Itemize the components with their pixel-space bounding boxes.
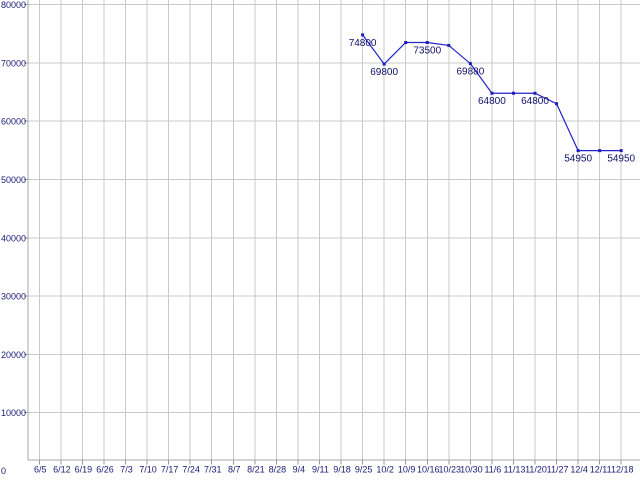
data-point-marker	[576, 149, 580, 153]
data-point-label: 69880	[456, 67, 484, 78]
y-tick-label: 20000	[1, 350, 26, 360]
y-tick-label: 10000	[1, 408, 26, 418]
data-point-label: 74800	[349, 38, 377, 49]
y-tick-label: 40000	[1, 233, 26, 243]
x-tick-label: 10/30	[460, 465, 483, 475]
data-point-marker	[555, 102, 559, 106]
data-point-marker	[619, 149, 623, 153]
x-tick-label: 9/4	[293, 465, 306, 475]
x-tick-label: 7/31	[204, 465, 222, 475]
x-tick-label: 8/7	[228, 465, 241, 475]
x-tick-label: 8/28	[269, 465, 287, 475]
data-point-label: 64800	[521, 96, 549, 107]
x-tick-label: 11/27	[547, 465, 569, 475]
x-tick-label: 6/5	[34, 465, 47, 475]
data-point-label: 54950	[564, 154, 592, 165]
x-tick-label: 7/3	[120, 465, 133, 475]
data-point-label: 54950	[607, 154, 635, 165]
data-point-marker	[425, 40, 429, 44]
x-tick-label: 10/2	[376, 465, 394, 475]
data-point-marker	[533, 91, 537, 95]
data-point-marker	[382, 62, 386, 66]
x-tick-label: 8/21	[247, 465, 265, 475]
y-tick-label: 50000	[1, 175, 26, 185]
x-tick-label: 11/20	[525, 465, 547, 475]
data-point-marker	[468, 62, 472, 66]
x-tick-label: 12/4	[570, 465, 588, 475]
x-tick-label: 7/10	[139, 465, 157, 475]
x-tick-label: 6/26	[96, 465, 114, 475]
x-tick-label: 9/25	[355, 465, 373, 475]
data-point-marker	[447, 43, 451, 47]
data-point-label: 69800	[370, 67, 398, 78]
data-point-marker	[490, 91, 494, 95]
x-tick-label: 6/12	[53, 465, 71, 475]
data-point-marker	[361, 33, 365, 37]
x-tick-label: 9/11	[312, 465, 329, 475]
x-tick-label: 12/11	[590, 465, 612, 475]
x-tick-label: 11/6	[484, 465, 501, 475]
y-tick-label: 0	[1, 466, 6, 476]
x-tick-label: 7/24	[182, 465, 200, 475]
y-tick-label: 30000	[1, 292, 26, 302]
x-tick-label: 11/13	[504, 465, 526, 475]
x-tick-label: 6/19	[75, 465, 93, 475]
x-tick-label: 12/18	[611, 465, 634, 475]
data-point-marker	[511, 91, 515, 95]
x-tick-label: 10/16	[417, 465, 440, 475]
data-point-label: 73500	[413, 45, 441, 56]
y-tick-label: 70000	[1, 58, 26, 68]
x-tick-label: 7/17	[161, 465, 179, 475]
y-tick-label: 60000	[1, 117, 26, 127]
data-point-marker	[404, 40, 408, 44]
x-tick-label: 10/9	[398, 465, 416, 475]
x-tick-label: 10/23	[439, 465, 462, 475]
data-point-label: 64800	[478, 96, 506, 107]
x-tick-label: 9/18	[333, 465, 351, 475]
data-point-marker	[598, 149, 602, 153]
y-tick-label: 80000	[1, 0, 26, 10]
